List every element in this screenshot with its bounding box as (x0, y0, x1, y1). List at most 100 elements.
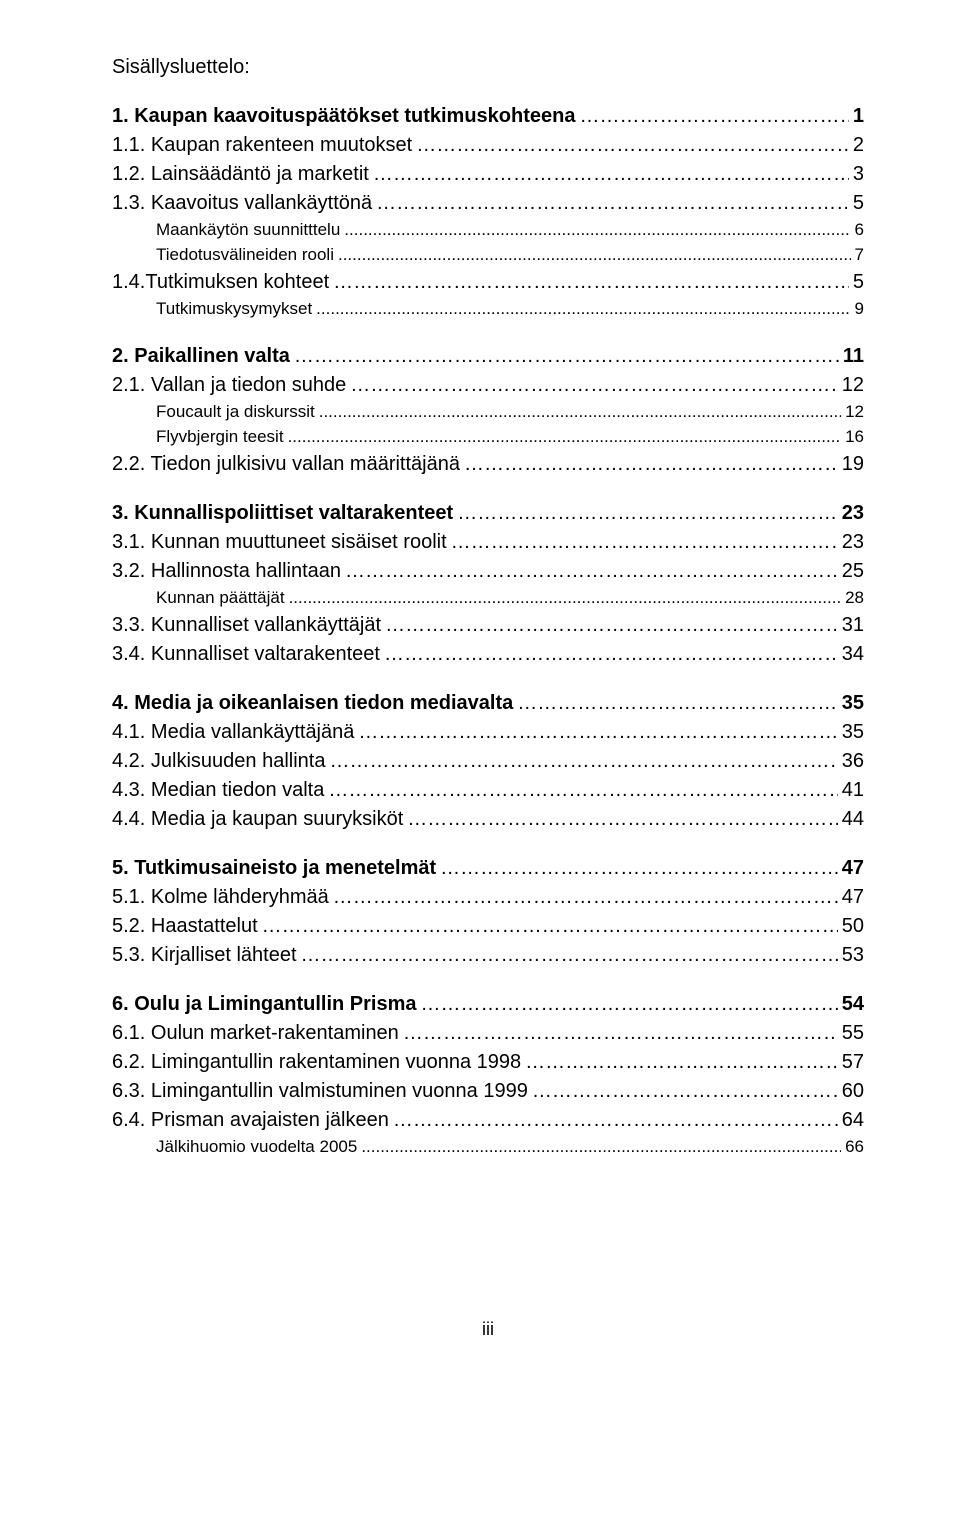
toc-entry: 1.2. Lainsäädäntö ja marketit3 (112, 161, 864, 188)
toc-entry-label: 4.1. Media vallankäyttäjänä (112, 719, 354, 746)
toc-entry-page: 50 (842, 913, 864, 940)
toc-entry-page: 23 (842, 529, 864, 556)
toc-leader (421, 991, 838, 1018)
toc-leader (316, 298, 850, 321)
toc-entry: 5.2. Haastattelut 50 (112, 913, 864, 940)
toc-leader (294, 343, 839, 370)
toc-entry-page: 6 (855, 219, 864, 242)
toc-entry-label: 3.4. Kunnalliset valtarakenteet (112, 641, 380, 668)
toc-entry: 3.2. Hallinnosta hallintaan25 (112, 558, 864, 585)
toc-entry-label: 5.2. Haastattelut (112, 913, 258, 940)
page-footer: iii (112, 1319, 864, 1340)
toc-leader (288, 426, 842, 449)
toc-entry: 5. Tutkimusaineisto ja menetelmät47 (112, 855, 864, 882)
toc-gap (112, 835, 864, 855)
toc-entry-label: 1.3. Kaavoitus vallankäyttönä (112, 190, 372, 217)
toc-entry: 6. Oulu ja Limingantullin Prisma54 (112, 991, 864, 1018)
toc-leader (333, 269, 849, 296)
toc-entry-label: 6.2. Limingantullin rakentaminen vuonna … (112, 1049, 521, 1076)
toc-entry: Foucault ja diskurssit12 (112, 401, 864, 424)
toc-leader (457, 500, 838, 527)
toc-entry-label: 3.1. Kunnan muuttuneet sisäiset roolit (112, 529, 447, 556)
toc-entry-page: 57 (842, 1049, 864, 1076)
toc-entry-page: 35 (842, 690, 864, 717)
toc-entry-page: 2 (853, 132, 864, 159)
toc-entry-page: 31 (842, 612, 864, 639)
toc-entry-page: 66 (845, 1136, 864, 1159)
toc-entry: 2. Paikallinen valta11 (112, 343, 864, 370)
toc-entry-page: 7 (855, 244, 864, 267)
toc-entry-page: 28 (845, 587, 864, 610)
toc-entry-label: Jälkihuomio vuodelta 2005 (112, 1136, 357, 1159)
toc-entry-page: 34 (842, 641, 864, 668)
toc-entry: Tutkimuskysymykset9 (112, 298, 864, 321)
toc-entry-label: 5.3. Kirjalliset lähteet (112, 942, 297, 969)
toc-entry-label: Kunnan päättäjät (112, 587, 285, 610)
toc-entry-label: 2.2. Tiedon julkisivu vallan määrittäjän… (112, 451, 460, 478)
toc-entry-label: 5. Tutkimusaineisto ja menetelmät (112, 855, 436, 882)
toc-entry-label: 1.1. Kaupan rakenteen muutokset (112, 132, 412, 159)
toc-leader (350, 372, 838, 399)
toc-entry-page: 9 (855, 298, 864, 321)
toc-leader (262, 913, 838, 940)
toc-entry-page: 64 (842, 1107, 864, 1134)
toc-entry: 6.4. Prisman avajaisten jälkeen64 (112, 1107, 864, 1134)
toc-entry: 4.2. Julkisuuden hallinta 36 (112, 748, 864, 775)
toc-entry-page: 36 (842, 748, 864, 775)
toc-entry-label: 4. Media ja oikeanlaisen tiedon mediaval… (112, 690, 513, 717)
toc-entry: 3. Kunnallispoliittiset valtarakenteet 23 (112, 500, 864, 527)
toc-container: 1. Kaupan kaavoituspäätökset tutkimuskoh… (112, 103, 864, 1159)
toc-entry-label: 2.1. Vallan ja tiedon suhde (112, 372, 346, 399)
toc-leader (301, 942, 838, 969)
toc-entry-page: 19 (842, 451, 864, 478)
toc-entry: 2.1. Vallan ja tiedon suhde12 (112, 372, 864, 399)
toc-entry-page: 12 (845, 401, 864, 424)
toc-entry-label: Maankäytön suunnitttelu (112, 219, 340, 242)
toc-entry: 1.1. Kaupan rakenteen muutokset 2 (112, 132, 864, 159)
toc-entry: Tiedotusvälineiden rooli7 (112, 244, 864, 267)
toc-entry: 3.1. Kunnan muuttuneet sisäiset roolit 23 (112, 529, 864, 556)
toc-entry-page: 3 (853, 161, 864, 188)
toc-entry-label: 1.4.Tutkimuksen kohteet (112, 269, 329, 296)
toc-leader (517, 690, 837, 717)
toc-entry-label: 6. Oulu ja Limingantullin Prisma (112, 991, 417, 1018)
toc-entry-page: 23 (842, 500, 864, 527)
toc-gap (112, 670, 864, 690)
toc-leader (385, 612, 838, 639)
toc-entry: Flyvbjergin teesit16 (112, 426, 864, 449)
toc-entry: 5.1. Kolme lähderyhmää47 (112, 884, 864, 911)
toc-entry-page: 44 (842, 806, 864, 833)
toc-leader (416, 132, 849, 159)
toc-leader (329, 748, 837, 775)
toc-entry-page: 25 (842, 558, 864, 585)
toc-entry: 1. Kaupan kaavoituspäätökset tutkimuskoh… (112, 103, 864, 130)
toc-entry: 1.3. Kaavoitus vallankäyttönä5 (112, 190, 864, 217)
toc-leader (464, 451, 838, 478)
toc-entry: Maankäytön suunnitttelu 6 (112, 219, 864, 242)
toc-entry-label: 1. Kaupan kaavoituspäätökset tutkimuskoh… (112, 103, 575, 130)
toc-leader (384, 641, 838, 668)
toc-gap (112, 971, 864, 991)
toc-entry-page: 35 (842, 719, 864, 746)
toc-entry: 4.1. Media vallankäyttäjänä 35 (112, 719, 864, 746)
toc-entry-label: 4.2. Julkisuuden hallinta (112, 748, 325, 775)
toc-leader (328, 777, 837, 804)
toc-leader (358, 719, 837, 746)
toc-leader (289, 587, 842, 610)
toc-leader (345, 558, 838, 585)
toc-leader (319, 401, 841, 424)
toc-leader (407, 806, 837, 833)
toc-entry-label: 2. Paikallinen valta (112, 343, 290, 370)
toc-entry: Kunnan päättäjät 28 (112, 587, 864, 610)
toc-leader (579, 103, 848, 130)
toc-leader (338, 244, 851, 267)
toc-entry-label: 4.4. Media ja kaupan suuryksiköt (112, 806, 403, 833)
toc-entry: 4. Media ja oikeanlaisen tiedon mediaval… (112, 690, 864, 717)
toc-entry: 3.3. Kunnalliset vallankäyttäjät31 (112, 612, 864, 639)
toc-entry-label: 6.3. Limingantullin valmistuminen vuonna… (112, 1078, 528, 1105)
toc-entry-label: 3. Kunnallispoliittiset valtarakenteet (112, 500, 453, 527)
toc-leader (373, 161, 849, 188)
toc-leader (393, 1107, 838, 1134)
toc-entry-page: 60 (842, 1078, 864, 1105)
toc-leader (532, 1078, 838, 1105)
